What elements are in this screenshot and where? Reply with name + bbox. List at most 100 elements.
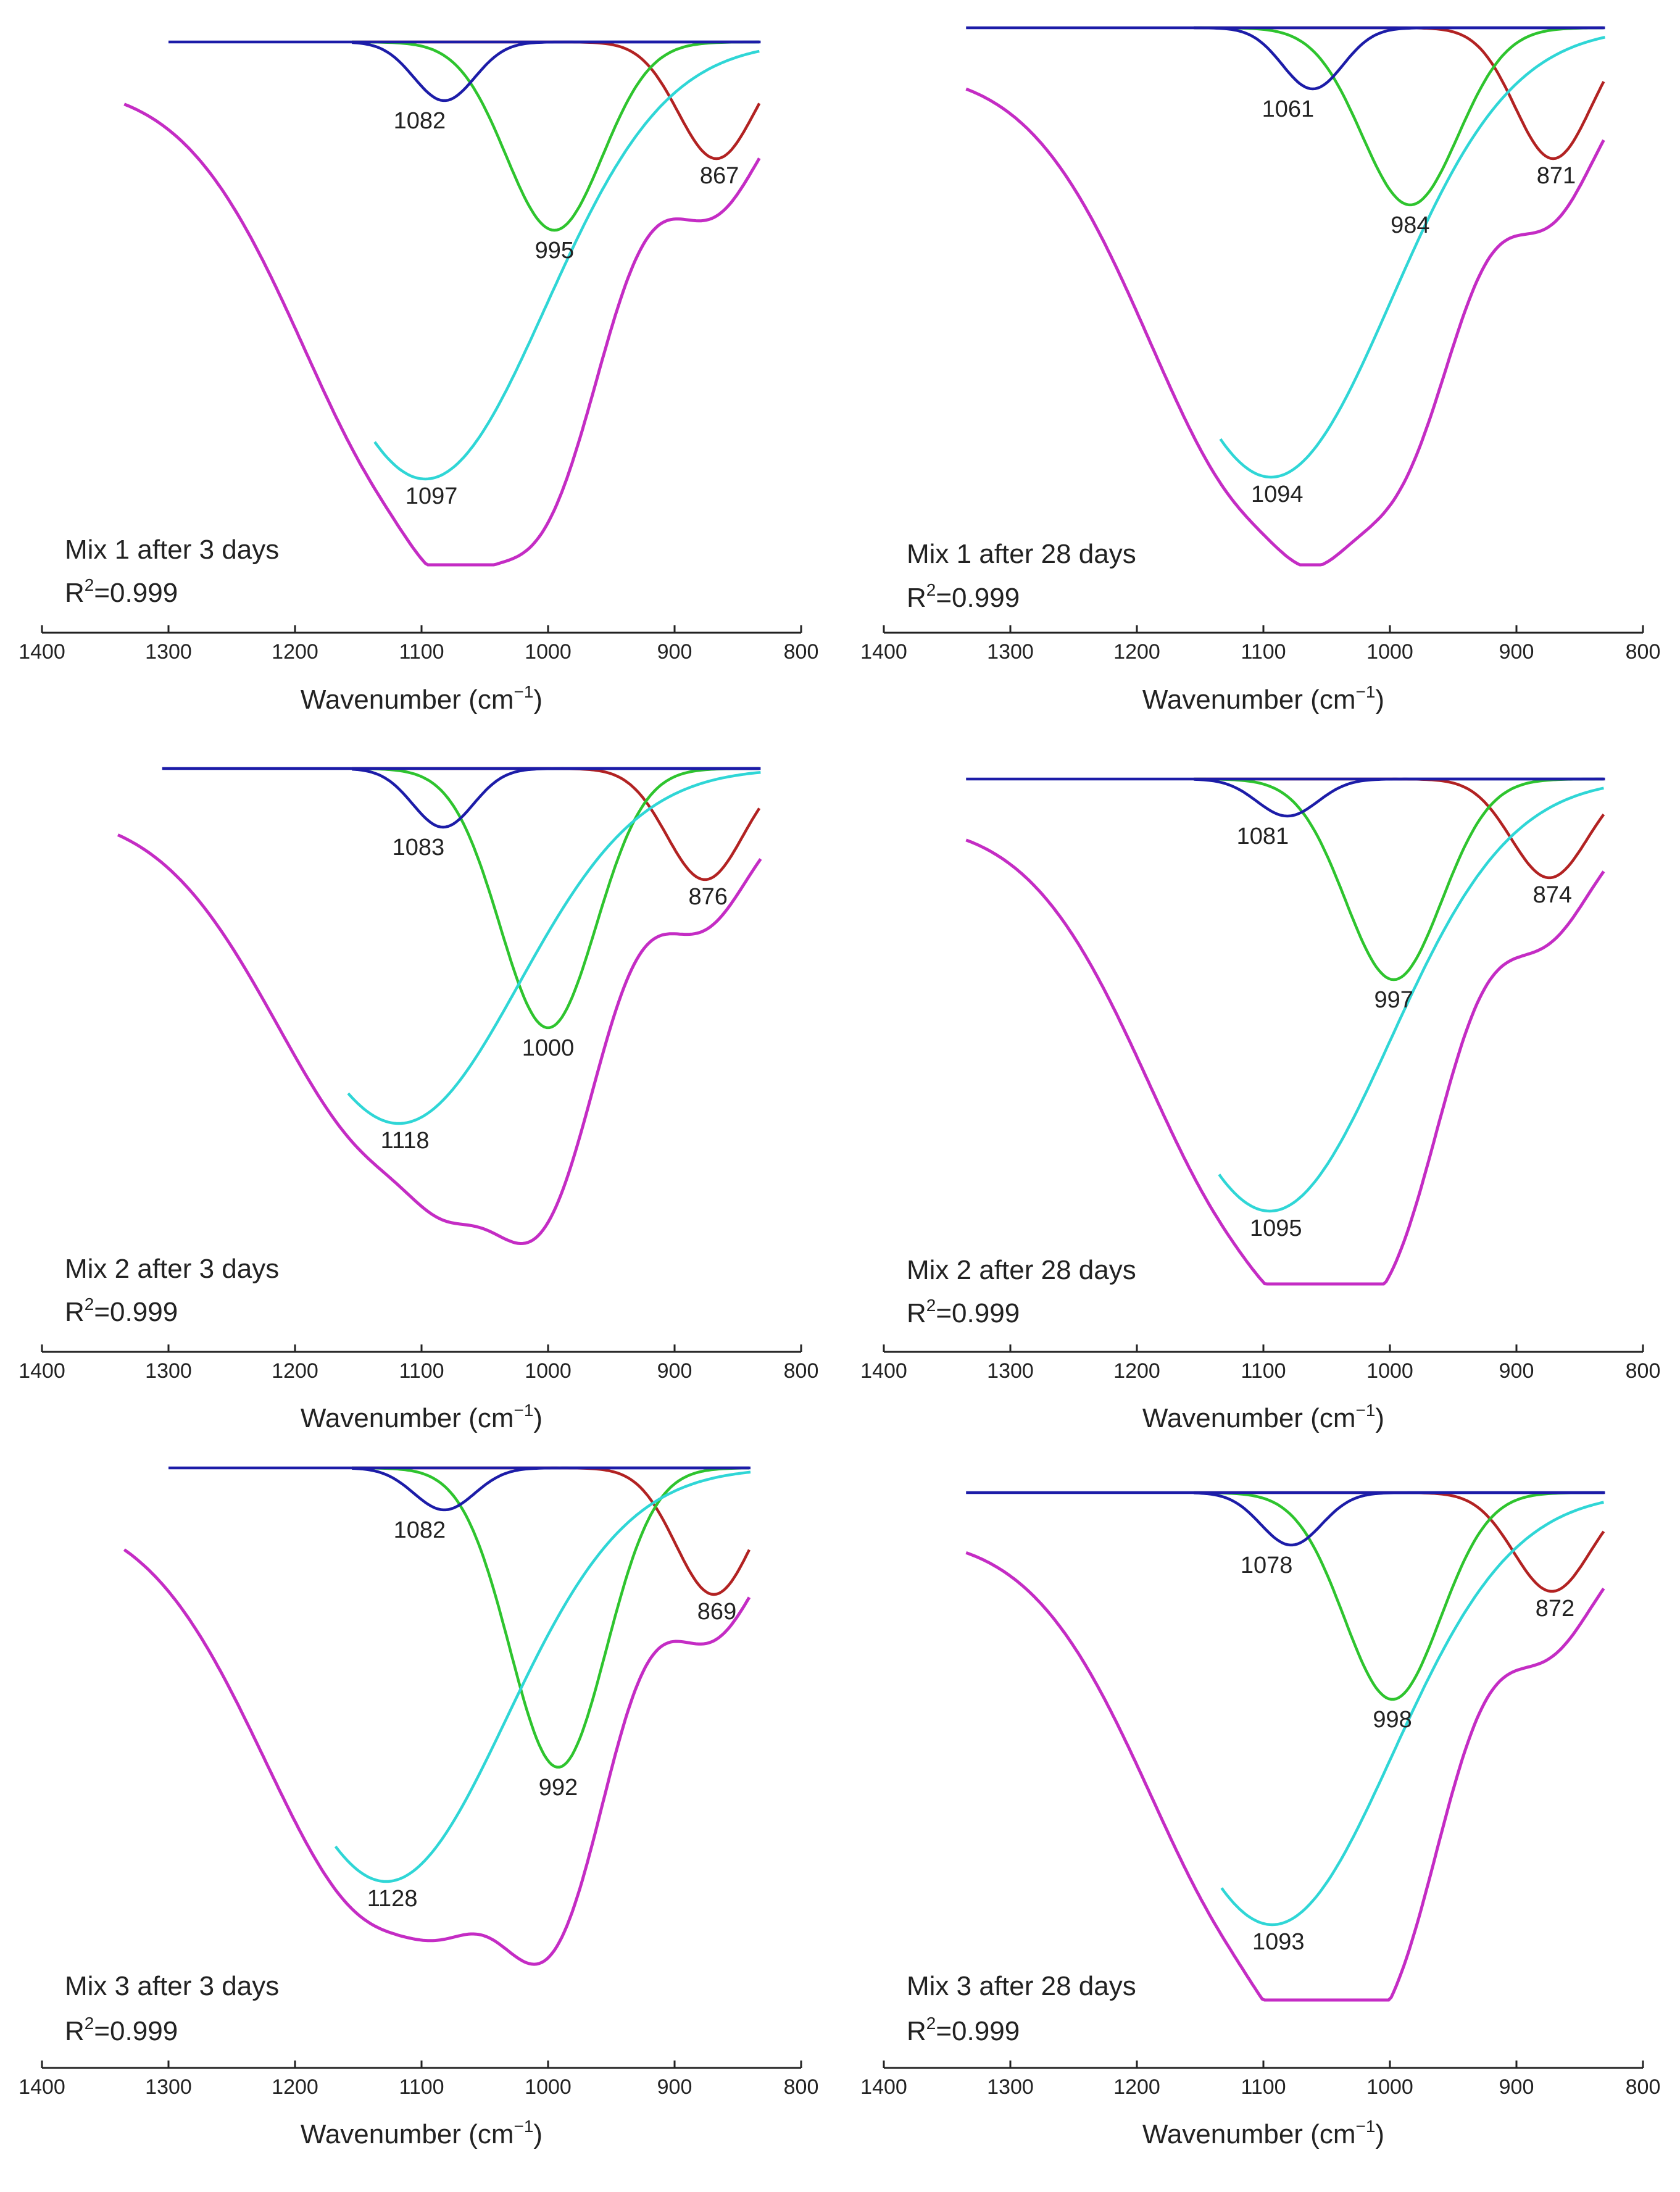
peak-label-1083: 1083 <box>393 835 445 861</box>
series-composite <box>965 838 1605 1286</box>
peak-label-876: 876 <box>688 884 727 910</box>
x-tick-label-1000: 1000 <box>525 2075 572 2099</box>
r-squared-label: R2=0.999 <box>907 580 1020 613</box>
peak-label-871: 871 <box>1537 163 1576 189</box>
x-tick-label-1200: 1200 <box>1113 2075 1160 2099</box>
series-band-995 <box>352 40 760 232</box>
r-squared-label: R2=0.999 <box>65 1294 178 1327</box>
x-tick-label-1100: 1100 <box>399 2075 444 2099</box>
peak-label-997: 997 <box>1374 987 1413 1013</box>
peak-label-1118: 1118 <box>381 1128 430 1154</box>
series-band-1094 <box>1219 36 1605 479</box>
series-band-997 <box>1194 777 1604 981</box>
panel-mix1-28days: 1094 984 871 1061 Mix 1 after 28 days R2=0.99… <box>860 26 1660 715</box>
x-axis-title: Wavenumber (cm−1) <box>1142 2117 1384 2149</box>
r-squared-label: R2=0.999 <box>65 575 178 608</box>
peak-label-1128: 1128 <box>367 1886 418 1912</box>
x-tick-label-1200: 1200 <box>272 640 318 664</box>
peak-label-992: 992 <box>539 1775 578 1801</box>
x-tick-label-1300: 1300 <box>987 1359 1034 1383</box>
x-tick-label-1100: 1100 <box>399 640 444 664</box>
x-tick-label-1200: 1200 <box>272 1359 318 1383</box>
x-tick-label-1100: 1100 <box>1241 640 1286 664</box>
peak-label-874: 874 <box>1533 882 1572 908</box>
series-band-992 <box>352 1466 749 1769</box>
peak-label-1094: 1094 <box>1251 481 1304 507</box>
series-composite <box>123 1548 751 1966</box>
x-tick-label-1000: 1000 <box>1366 1359 1413 1383</box>
x-tick-label-800: 800 <box>784 1359 819 1383</box>
series-band-1093 <box>1220 1501 1604 1927</box>
series-band-1095 <box>1218 786 1604 1213</box>
x-tick-label-1000: 1000 <box>525 1359 572 1383</box>
panel-title: Mix 1 after 28 days <box>907 539 1136 569</box>
peak-label-1097: 1097 <box>405 483 458 509</box>
x-tick-label-1400: 1400 <box>860 2075 907 2099</box>
x-tick-label-1200: 1200 <box>1113 1359 1160 1383</box>
panel-mix2-28days: 1095 997 874 1081 Mix 2 after 28 days R2=0.99… <box>860 777 1661 1433</box>
series-band-1082 <box>352 40 760 102</box>
x-axis-title: Wavenumber (cm−1) <box>301 2117 543 2149</box>
x-tick-label-1400: 1400 <box>860 1359 907 1383</box>
series-band-984 <box>1194 26 1604 207</box>
x-tick-label-1100: 1100 <box>1241 2075 1286 2099</box>
series-composite <box>123 102 761 567</box>
panel-mix1-3days: 1097 995 867 1082 Mix 1 after 3 days R2=0.999… <box>19 40 818 715</box>
x-axis-title: Wavenumber (cm−1) <box>301 682 543 715</box>
peak-label-995: 995 <box>535 238 574 264</box>
series-band-1078 <box>1194 1491 1604 1547</box>
r-squared-label: R2=0.999 <box>907 2014 1020 2046</box>
peak-label-872: 872 <box>1536 1596 1574 1622</box>
peak-label-1093: 1093 <box>1252 1929 1305 1955</box>
x-tick-label-1300: 1300 <box>145 640 192 664</box>
peak-label-1081: 1081 <box>1237 823 1289 849</box>
panel-title: Mix 1 after 3 days <box>65 535 279 565</box>
x-axis-title: Wavenumber (cm−1) <box>1142 682 1384 715</box>
peak-label-998: 998 <box>1373 1707 1412 1733</box>
x-tick-label-1300: 1300 <box>987 2075 1034 2099</box>
panel-title: Mix 2 after 3 days <box>65 1254 279 1284</box>
panel-mix3-28days: 1093 998 872 1078 Mix 3 after 28 days R2=0.99… <box>860 1491 1660 2149</box>
peak-label-1082: 1082 <box>394 108 446 134</box>
x-tick-label-800: 800 <box>784 2075 819 2099</box>
peak-label-1000: 1000 <box>522 1035 575 1061</box>
r-squared-label: R2=0.999 <box>907 1296 1020 1328</box>
series-band-1097 <box>373 49 760 481</box>
x-tick-label-1300: 1300 <box>987 640 1034 664</box>
x-tick-label-1000: 1000 <box>1366 2075 1413 2099</box>
series-composite <box>965 1551 1605 2002</box>
peak-label-1095: 1095 <box>1250 1215 1302 1241</box>
x-tick-label-900: 900 <box>657 2075 692 2099</box>
series-band-1083 <box>352 767 760 829</box>
x-tick-label-900: 900 <box>1499 640 1534 664</box>
panel-title: Mix 2 after 28 days <box>907 1255 1136 1285</box>
peak-label-1061: 1061 <box>1262 96 1315 122</box>
x-tick-label-1300: 1300 <box>145 2075 192 2099</box>
x-tick-label-800: 800 <box>1626 1359 1661 1383</box>
panel-mix2-3days: 1118 1000 876 1083 Mix 2 after 3 days R2=0.99… <box>19 767 819 1433</box>
x-tick-label-1100: 1100 <box>1241 1359 1286 1383</box>
x-tick-label-1400: 1400 <box>19 1359 65 1383</box>
series-band-871 <box>1194 26 1605 160</box>
x-tick-label-900: 900 <box>1499 1359 1534 1383</box>
x-tick-label-1400: 1400 <box>19 640 65 664</box>
panel-title: Mix 3 after 28 days <box>907 1971 1136 2001</box>
peak-label-1082: 1082 <box>394 1517 446 1543</box>
x-tick-label-1200: 1200 <box>272 2075 318 2099</box>
peak-label-984: 984 <box>1391 212 1429 238</box>
x-tick-label-1300: 1300 <box>145 1359 192 1383</box>
series-band-1000 <box>352 767 760 1030</box>
x-tick-label-1000: 1000 <box>1366 640 1413 664</box>
x-tick-label-1200: 1200 <box>1113 640 1160 664</box>
series-band-998 <box>1194 1491 1604 1701</box>
peak-label-1078: 1078 <box>1241 1552 1293 1578</box>
x-tick-label-900: 900 <box>657 640 692 664</box>
series-band-1061 <box>1194 26 1604 91</box>
series-band-1118 <box>347 770 761 1125</box>
series-composite <box>117 833 762 1246</box>
peak-label-867: 867 <box>700 163 739 189</box>
x-tick-label-1000: 1000 <box>525 640 572 664</box>
series-band-867 <box>352 40 761 160</box>
series-composite <box>965 87 1605 567</box>
